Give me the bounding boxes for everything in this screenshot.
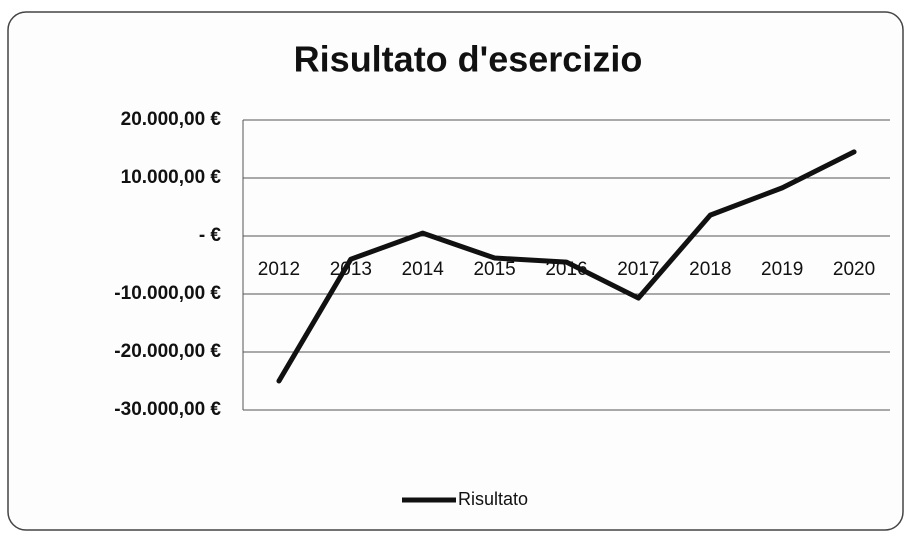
chart-title: Risultato d'esercizio — [294, 39, 643, 80]
x-tick-label: 2019 — [761, 259, 803, 280]
x-tick-label: 2018 — [689, 259, 731, 280]
x-tick-label: 2017 — [617, 259, 659, 280]
y-tick-label: -10.000,00 € — [114, 283, 221, 304]
x-tick-label: 2014 — [402, 259, 445, 280]
x-tick-label: 2020 — [833, 259, 875, 280]
x-tick-label: 2015 — [473, 259, 515, 280]
x-tick-label: 2016 — [545, 259, 587, 280]
y-tick-label: -30.000,00 € — [114, 399, 221, 420]
series-line — [276, 149, 857, 384]
legend-label: Risultato — [458, 489, 528, 509]
y-tick-label: 10.000,00 € — [121, 167, 222, 188]
y-tick-label: 20.000,00 € — [121, 109, 222, 130]
x-tick-label: 2012 — [258, 259, 300, 280]
y-tick-label: - € — [199, 225, 222, 246]
y-tick-label: -20.000,00 € — [114, 341, 221, 362]
chart-frame — [7, 11, 904, 531]
